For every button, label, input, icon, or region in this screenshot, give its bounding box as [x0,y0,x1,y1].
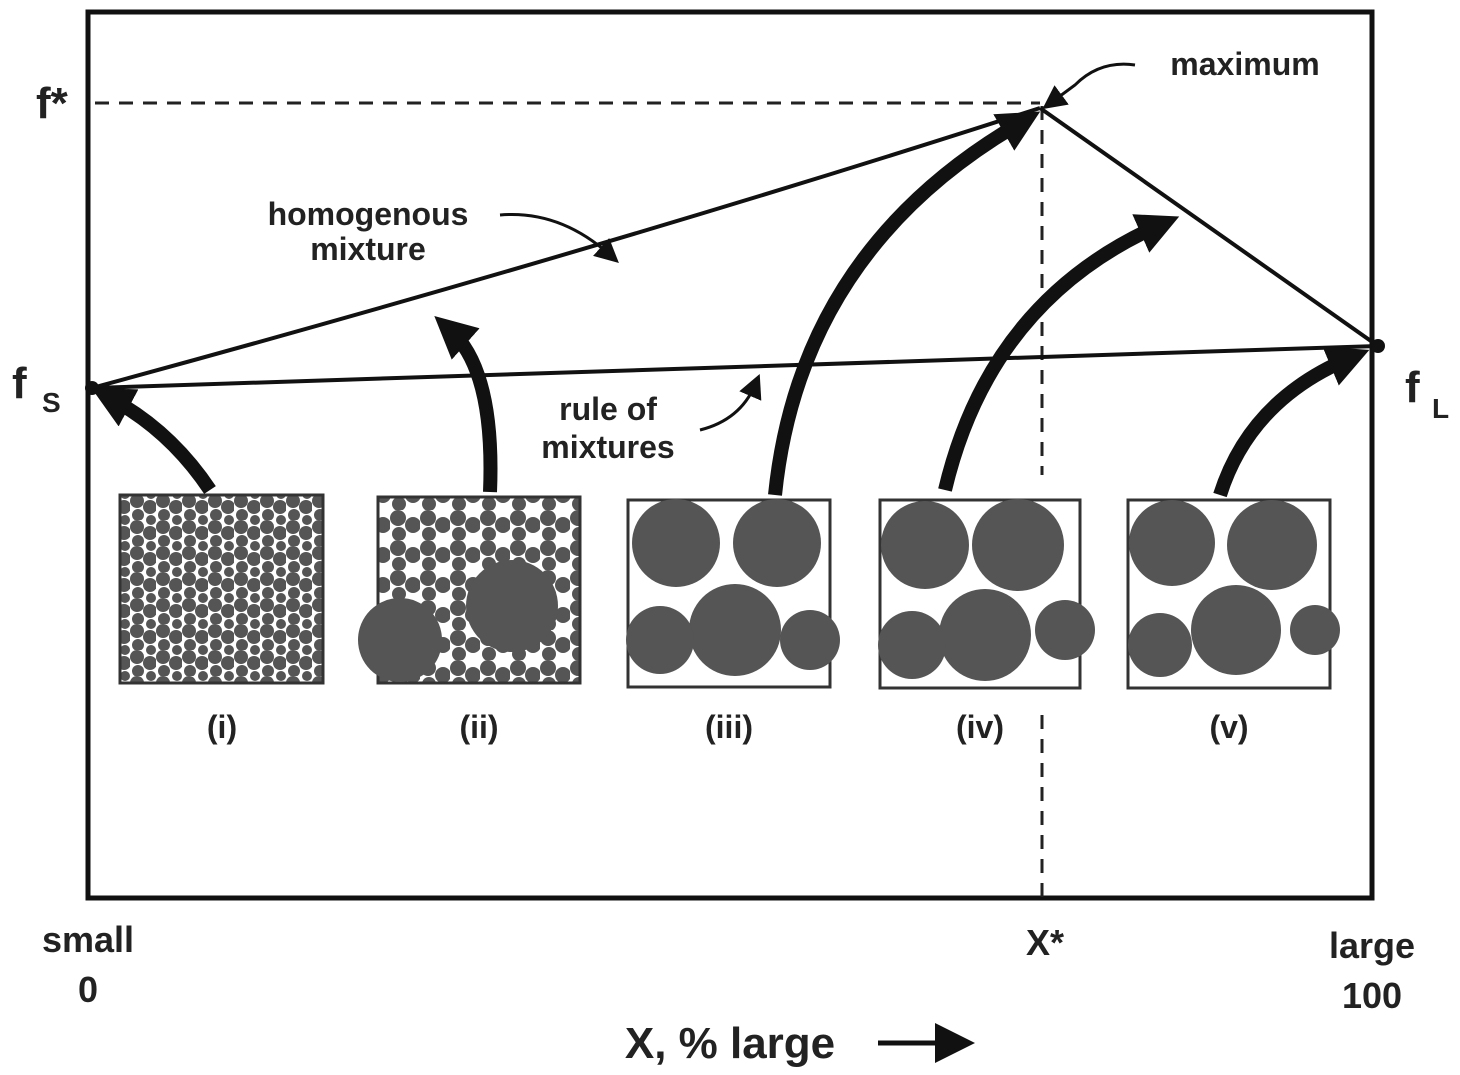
arrow [434,316,498,493]
panel-label: (v) [1209,709,1248,745]
panel [878,498,1095,690]
homogeneous-curve [91,106,1041,390]
homogeneous-label: mixture [310,231,426,267]
f-s-subscript: S [42,387,61,418]
arrow [938,214,1180,492]
f-l-label: f [1405,363,1420,412]
callout [1042,62,1136,110]
panel [1126,498,1340,690]
f-l-subscript: L [1432,393,1449,424]
x-star-label: X* [1026,922,1064,963]
x-right-label: large [1329,925,1415,966]
callout [499,213,619,264]
rule-of-mixtures-line [91,344,1379,390]
panel [358,495,582,685]
f-star-label: f* [36,79,69,128]
x-right-value: 100 [1342,975,1402,1016]
rule-label: mixtures [541,429,674,465]
panel [626,498,840,689]
maximum-label: maximum [1170,46,1319,82]
upper-line [1038,106,1380,348]
panel-label: (iii) [705,709,753,745]
arrows [91,111,1370,498]
homogeneous-label: homogenous [268,196,469,232]
arrow [1213,346,1370,498]
x-left-value: 0 [78,969,98,1010]
x-left-label: small [42,919,134,960]
panel-labels: (i) (ii) (iii) (iv) (v) [207,709,1249,745]
arrow [768,111,1041,496]
arrow [91,388,216,494]
f-s-label: f [12,359,27,408]
callout [699,373,762,432]
panel [118,493,325,685]
rule-label: rule of [559,391,657,427]
panel-label: (i) [207,709,237,745]
x-title: X, % large [625,1019,835,1068]
panel-label: (ii) [459,709,498,745]
panel-label: (iv) [956,709,1004,745]
panels [118,493,1340,690]
point [1371,339,1385,353]
frame [85,9,1375,901]
point [85,381,99,395]
callouts [499,62,1136,432]
